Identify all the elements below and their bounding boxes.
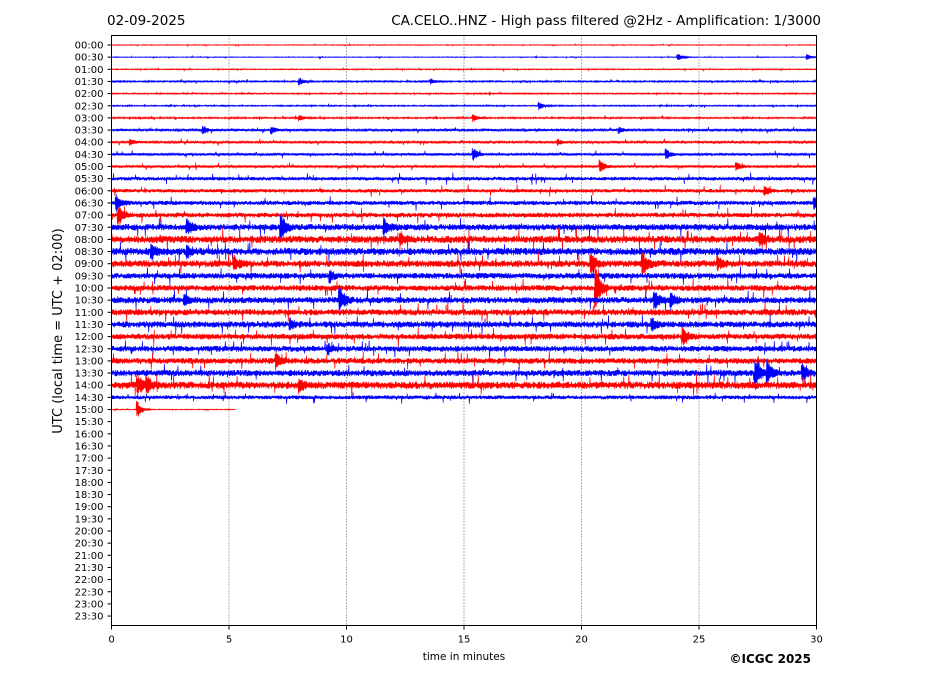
y-axis-label: UTC (local time = UTC + 02:00)	[51, 228, 66, 433]
y-tick-label: 22:30	[75, 587, 104, 598]
y-tick-label: 16:30	[75, 441, 104, 452]
x-tick-label: 5	[226, 635, 232, 646]
trace-0400	[111, 138, 817, 146]
date-label: 02-09-2025	[107, 13, 185, 29]
trace-0330	[111, 125, 817, 135]
y-tick-label: 04:00	[75, 138, 104, 149]
y-tick-label: 00:00	[75, 41, 104, 52]
y-tick-label: 09:00	[75, 259, 104, 270]
trace-1500	[111, 400, 237, 417]
x-tick-label: 15	[458, 635, 471, 646]
trace-0830	[111, 241, 817, 264]
y-tick-label: 11:00	[75, 308, 104, 319]
trace-0800	[111, 226, 817, 252]
trace-1330	[111, 359, 817, 391]
trace-1030	[111, 284, 817, 312]
y-tick-label: 19:00	[75, 502, 104, 513]
trace-1430	[111, 391, 817, 404]
y-tick-label: 05:00	[75, 162, 104, 173]
trace-0300	[111, 114, 817, 123]
trace-0230	[111, 101, 817, 111]
trace-1230	[111, 340, 817, 359]
trace-1400	[111, 372, 817, 398]
y-tick-label: 12:30	[75, 344, 104, 355]
y-tick-label: 19:30	[75, 514, 104, 525]
x-tick-label: 20	[575, 635, 588, 646]
trace-0430	[111, 148, 817, 161]
trace-1200	[111, 326, 817, 347]
y-tick-label: 08:30	[75, 247, 104, 258]
x-tick-labels: 0 5 10 15 20 25 30	[108, 625, 823, 646]
trace-0900	[111, 251, 817, 275]
y-tick-label: 15:30	[75, 417, 104, 428]
y-tick-label: 11:30	[75, 320, 104, 331]
y-tick-label: 21:30	[75, 563, 104, 574]
y-tick-label: 14:30	[75, 393, 104, 404]
y-tick-label: 13:00	[75, 356, 104, 367]
trace-0000	[111, 42, 817, 48]
y-tick-label: 18:30	[75, 490, 104, 501]
y-tick-label: 21:00	[75, 551, 104, 562]
y-tick-label: 16:00	[75, 429, 104, 440]
y-tick-label: 14:00	[75, 381, 104, 392]
y-tick-label: 02:00	[75, 89, 104, 100]
chart-title: CA.CELO..HNZ - High pass filtered @2Hz -…	[391, 13, 821, 29]
y-tick-label: 03:00	[75, 113, 104, 124]
y-tick-label: 09:30	[75, 271, 104, 282]
y-tick-label: 10:30	[75, 296, 104, 307]
y-tick-label: 06:00	[75, 186, 104, 197]
trace-1100	[111, 301, 817, 323]
y-tick-label: 01:00	[75, 65, 104, 76]
y-tick-label: 23:30	[75, 612, 104, 623]
y-tick-label: 18:00	[75, 478, 104, 489]
x-tick-label: 10	[340, 635, 353, 646]
y-tick-label: 10:00	[75, 284, 104, 295]
y-tick-label: 02:30	[75, 101, 104, 112]
grid-lines	[228, 35, 700, 626]
trace-0030	[111, 53, 817, 60]
y-tick-label: 01:30	[75, 77, 104, 88]
plot-area-frame	[111, 35, 817, 626]
trace-0530	[111, 172, 817, 185]
trace-1000	[111, 265, 817, 309]
y-tick-label: 00:30	[75, 53, 104, 64]
y-tick-label: 08:00	[75, 235, 104, 246]
trace-0200	[111, 91, 817, 97]
x-tick-label: 30	[810, 635, 823, 646]
y-tick-label: 15:00	[75, 405, 104, 416]
x-tick-label: 0	[108, 635, 114, 646]
y-tick-label: 04:30	[75, 150, 104, 161]
y-tick-label: 03:30	[75, 126, 104, 137]
trace-1300	[111, 350, 817, 372]
copyright-label: ©ICGC 2025	[729, 652, 811, 666]
trace-0730	[111, 214, 817, 245]
y-tick-label: 05:30	[75, 174, 104, 185]
y-tick-label: 12:00	[75, 332, 104, 343]
y-tick-label: 23:00	[75, 599, 104, 610]
trace-0700	[111, 205, 817, 227]
trace-0930	[111, 266, 817, 285]
trace-0130	[111, 77, 817, 86]
x-tick-label: 25	[693, 635, 706, 646]
y-tick-label: 07:30	[75, 223, 104, 234]
y-tick-label: 20:30	[75, 539, 104, 550]
trace-1130	[111, 314, 817, 335]
y-tick-label: 07:00	[75, 211, 104, 222]
y-tick-label: 17:30	[75, 466, 104, 477]
y-tick-label: 06:30	[75, 198, 104, 209]
y-tick-label: 13:30	[75, 369, 104, 380]
trace-0630	[111, 193, 817, 212]
trace-0600	[111, 184, 817, 197]
y-tick-label: 22:00	[75, 575, 104, 586]
y-tick-label: 20:00	[75, 527, 104, 538]
y-tick-label: 17:00	[75, 454, 104, 465]
x-axis-label: time in minutes	[423, 651, 505, 663]
trace-0100	[111, 66, 817, 72]
trace-group	[111, 42, 817, 417]
trace-0500	[111, 159, 817, 172]
